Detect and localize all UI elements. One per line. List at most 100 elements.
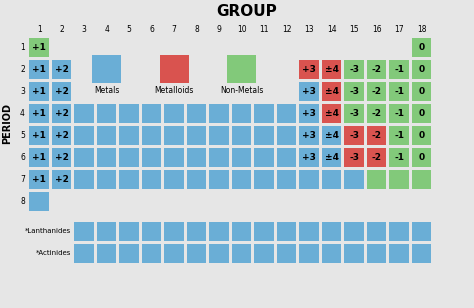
Text: 1: 1 xyxy=(37,25,42,34)
Bar xyxy=(187,125,207,144)
Text: +1: +1 xyxy=(32,43,46,51)
Bar xyxy=(390,169,409,188)
Bar xyxy=(164,221,184,241)
Bar xyxy=(187,148,207,167)
Bar xyxy=(119,148,139,167)
Bar xyxy=(29,192,49,210)
Bar xyxy=(142,169,162,188)
Bar xyxy=(412,59,431,79)
Text: -3: -3 xyxy=(349,64,359,74)
Text: -1: -1 xyxy=(394,87,404,95)
Text: 6: 6 xyxy=(149,25,154,34)
Bar xyxy=(97,221,117,241)
Bar xyxy=(97,148,117,167)
Bar xyxy=(52,59,72,79)
Bar xyxy=(255,221,274,241)
Text: -1: -1 xyxy=(394,152,404,161)
Bar xyxy=(322,82,341,100)
Text: 4: 4 xyxy=(104,25,109,34)
Bar xyxy=(300,221,319,241)
Bar xyxy=(390,103,409,123)
Text: +1: +1 xyxy=(32,87,46,95)
Bar xyxy=(119,125,139,144)
Bar xyxy=(74,103,94,123)
Text: -2: -2 xyxy=(372,87,382,95)
Bar xyxy=(164,244,184,262)
Bar xyxy=(277,103,297,123)
Bar xyxy=(232,244,252,262)
Bar xyxy=(322,169,341,188)
Text: +3: +3 xyxy=(302,108,316,117)
Bar xyxy=(187,169,207,188)
Bar xyxy=(322,125,341,144)
Text: 0: 0 xyxy=(419,131,425,140)
Bar xyxy=(29,82,49,100)
Bar xyxy=(74,221,94,241)
Text: -2: -2 xyxy=(372,108,382,117)
Text: -1: -1 xyxy=(394,64,404,74)
Text: ±4: ±4 xyxy=(325,131,339,140)
Text: ±4: ±4 xyxy=(325,108,339,117)
Bar xyxy=(232,169,252,188)
Bar xyxy=(367,125,386,144)
Text: ±4: ±4 xyxy=(325,87,339,95)
Bar xyxy=(345,169,364,188)
Text: 0: 0 xyxy=(419,87,425,95)
Bar xyxy=(322,103,341,123)
Bar xyxy=(412,244,431,262)
Bar xyxy=(300,169,319,188)
Bar xyxy=(255,148,274,167)
Bar xyxy=(232,148,252,167)
Bar xyxy=(255,103,274,123)
Bar xyxy=(300,125,319,144)
Bar xyxy=(142,221,162,241)
Bar xyxy=(210,148,229,167)
Text: -3: -3 xyxy=(349,152,359,161)
Text: 18: 18 xyxy=(417,25,427,34)
Bar xyxy=(74,125,94,144)
Bar xyxy=(164,125,184,144)
Bar xyxy=(300,244,319,262)
Bar xyxy=(97,103,117,123)
Text: 9: 9 xyxy=(217,25,222,34)
Text: 14: 14 xyxy=(327,25,337,34)
Bar xyxy=(210,169,229,188)
Bar xyxy=(232,103,252,123)
Text: -3: -3 xyxy=(349,87,359,95)
Text: -3: -3 xyxy=(349,131,359,140)
Text: +2: +2 xyxy=(55,108,69,117)
Bar xyxy=(412,125,431,144)
Text: 16: 16 xyxy=(372,25,382,34)
Text: 3: 3 xyxy=(82,25,87,34)
Bar xyxy=(164,103,184,123)
Bar xyxy=(277,125,297,144)
Bar xyxy=(367,148,386,167)
Text: 8: 8 xyxy=(194,25,199,34)
Bar xyxy=(367,59,386,79)
Text: 17: 17 xyxy=(394,25,404,34)
Text: 10: 10 xyxy=(237,25,246,34)
Bar xyxy=(345,82,364,100)
Text: 2: 2 xyxy=(20,64,25,74)
Text: 3: 3 xyxy=(20,87,25,95)
Bar xyxy=(345,244,364,262)
Bar xyxy=(119,103,139,123)
Bar xyxy=(412,221,431,241)
Text: +1: +1 xyxy=(32,175,46,184)
Text: Metals: Metals xyxy=(94,86,119,95)
Text: -2: -2 xyxy=(372,131,382,140)
Bar xyxy=(300,103,319,123)
Bar xyxy=(277,148,297,167)
Bar xyxy=(367,244,386,262)
Text: +2: +2 xyxy=(55,64,69,74)
Text: 0: 0 xyxy=(419,43,425,51)
Bar xyxy=(345,103,364,123)
Bar xyxy=(210,103,229,123)
Bar xyxy=(345,125,364,144)
Bar xyxy=(119,221,139,241)
Text: 13: 13 xyxy=(304,25,314,34)
Bar xyxy=(160,55,189,83)
Bar xyxy=(29,125,49,144)
Bar xyxy=(367,169,386,188)
Bar xyxy=(29,38,49,56)
